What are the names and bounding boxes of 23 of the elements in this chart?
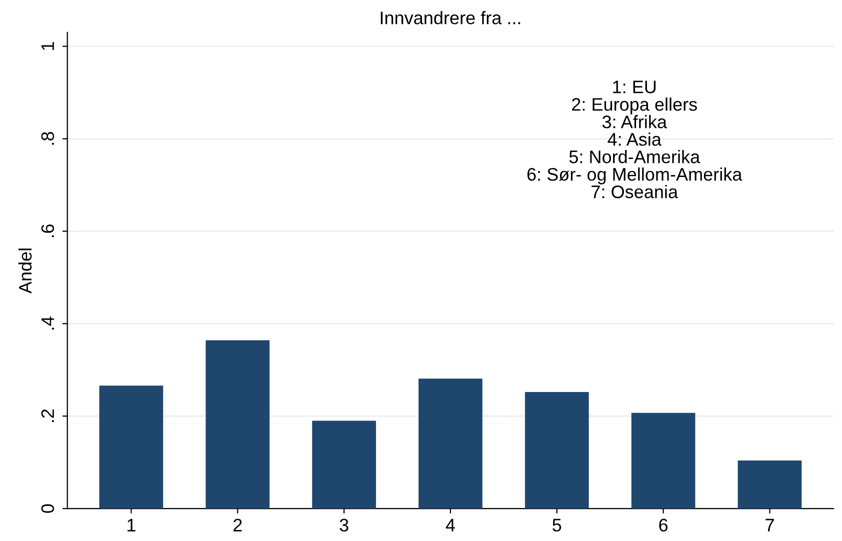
bar [99, 386, 164, 509]
x-tick-label: 7 [766, 518, 774, 532]
bar [206, 340, 270, 509]
y-axis-title: Andel [18, 248, 32, 294]
x-tick-label: 4 [446, 518, 455, 532]
x-tick-label: 3 [340, 518, 348, 532]
bar [738, 460, 802, 509]
x-tick-label: 1 [128, 518, 136, 532]
bar [418, 378, 482, 509]
y-tick-label: .4 [41, 316, 54, 330]
y-tick-label: 1 [41, 42, 54, 50]
y-tick-label: .8 [41, 132, 54, 145]
bar [524, 392, 589, 509]
x-tick-label: 6 [659, 518, 668, 532]
y-tick-label: 0 [41, 504, 54, 513]
bar [312, 420, 376, 509]
annotation: 1: EU 2: Europa ellers 3: Afrika 4: Asia 5: Nord-Amerika 6: Sør- og Mellom-Amerika 7: Oseania [527, 80, 742, 198]
y-tick-label: .6 [41, 224, 54, 238]
y-tick-label: .2 [41, 409, 54, 422]
x-tick-label: 2 [234, 518, 242, 532]
bar [631, 412, 696, 509]
x-tick-label: 5 [552, 518, 562, 532]
chart-title: Innvandrere fra ... [380, 11, 520, 24]
